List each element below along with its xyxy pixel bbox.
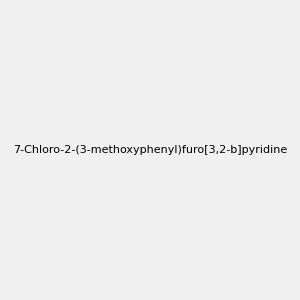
Text: 7-Chloro-2-(3-methoxyphenyl)furo[3,2-b]pyridine: 7-Chloro-2-(3-methoxyphenyl)furo[3,2-b]p… bbox=[13, 145, 287, 155]
